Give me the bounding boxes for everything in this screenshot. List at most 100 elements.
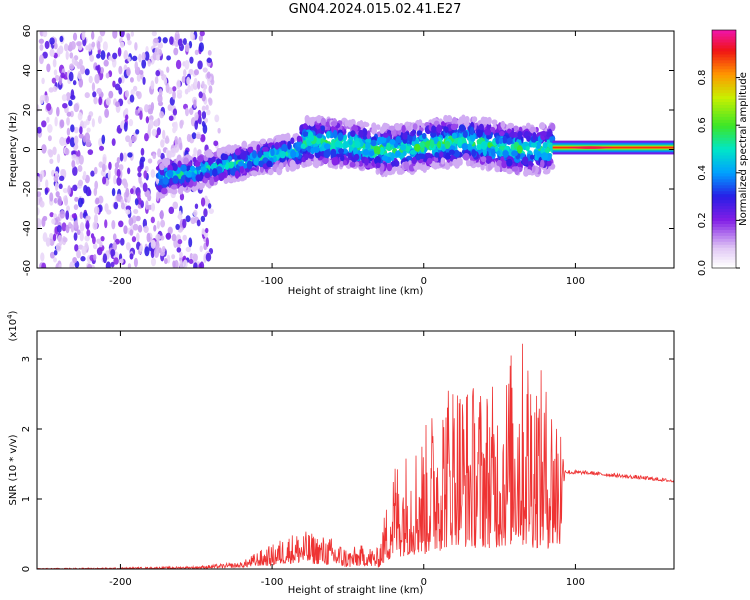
colorbar-swatch — [712, 143, 736, 147]
spectrogram-cell — [187, 84, 191, 93]
spectrogram-cell — [179, 251, 183, 258]
spectrogram-cell — [99, 67, 105, 74]
colorbar-tick-label: 0.4 — [697, 165, 708, 181]
spectrogram-cell — [73, 232, 78, 241]
spectrogram-cell — [112, 80, 116, 88]
spectrogram-cell — [183, 157, 189, 165]
spectrogram-cell — [59, 119, 65, 129]
spectrogram-cell — [350, 130, 356, 137]
spectrogram-cell — [193, 69, 199, 76]
spectrogram-cell — [62, 237, 68, 243]
colorbar-swatch — [712, 199, 736, 204]
spectrogram-cell — [134, 109, 139, 116]
spectrogram-cell — [141, 52, 146, 61]
spectrogram-cell — [207, 50, 212, 56]
colorbar-swatch — [712, 80, 736, 85]
spectrogram-cell — [144, 246, 150, 257]
spectrogram-cell — [343, 141, 349, 149]
colorbar-swatch — [712, 202, 736, 207]
spectrogram-cell — [49, 48, 55, 57]
spectrogram-cell — [266, 160, 273, 168]
spectrogram-cell — [386, 163, 393, 172]
colorbar-swatch — [712, 214, 736, 219]
spectrogram-cell — [150, 248, 155, 259]
spectrogram-cell — [61, 222, 67, 232]
spectrogram-cell — [541, 152, 549, 161]
spectrogram-cell — [221, 147, 227, 153]
spectrogram-cell — [96, 87, 102, 95]
spectrogram-cell — [41, 77, 45, 85]
spectrogram-cell — [118, 220, 124, 228]
spectrogram-cell — [402, 131, 408, 140]
spectrogram-cell — [150, 216, 155, 224]
spectrogram-cell — [403, 161, 410, 170]
spectrogram-cell — [82, 170, 87, 180]
colorbar-swatch — [712, 122, 736, 126]
spectrogram-cell — [195, 174, 203, 182]
spectrogram-cell — [157, 42, 164, 49]
spectrogram-cell — [116, 176, 122, 186]
spectrogram-cell — [37, 207, 40, 216]
spectrogram-cell — [289, 159, 296, 169]
spectrogram-cell — [197, 149, 202, 156]
colorbar-swatch — [712, 98, 736, 102]
spectrogram-cell — [40, 252, 45, 262]
spectrogram-cell — [193, 99, 197, 109]
spectrogram-cell — [125, 209, 131, 215]
spectrogram-cell — [302, 123, 308, 129]
spectrogram-cell — [172, 86, 177, 92]
spectrogram-cell — [165, 233, 171, 239]
colorbar-swatch — [712, 190, 736, 195]
spectrogram-cell — [250, 170, 258, 176]
spectrogram-cell — [57, 195, 62, 206]
spectrogram-cell — [241, 140, 248, 150]
spectrogram-cell — [37, 104, 40, 112]
spectrogram-cell — [206, 71, 211, 79]
spectrogram-cell — [71, 213, 77, 219]
spectrogram-cell — [120, 237, 125, 246]
spectrogram-cell — [437, 140, 442, 149]
y-multiplier-close: ) — [8, 310, 19, 314]
spectrogram-cell — [154, 119, 159, 127]
spectrogram-cell — [79, 222, 85, 232]
colorbar-tick-label: 0.2 — [697, 212, 708, 228]
spectrogram-cell — [127, 263, 132, 268]
spectrogram-cell — [320, 117, 327, 126]
colorbar-swatch — [712, 53, 736, 58]
spectrogram-cell — [72, 80, 77, 86]
spectrogram-cell — [53, 197, 58, 204]
spectrogram-cell — [191, 132, 197, 140]
x-tick-label: -100 — [261, 276, 284, 287]
spectrogram-cell — [451, 117, 458, 126]
spectrogram-cell — [208, 151, 213, 158]
spectrogram-cell — [168, 206, 175, 215]
spectrogram-cell — [113, 201, 119, 210]
colorbar-swatch — [712, 32, 736, 37]
spectrogram-cell — [166, 55, 171, 61]
spectrogram-cell — [145, 116, 150, 124]
spectrogram-cell — [123, 121, 128, 132]
colorbar: 0.0 0.2 0.4 0.6 0.8 Normalized spectral ampli… — [697, 29, 749, 276]
spectrogram-cell — [116, 157, 121, 164]
spectrogram-cell — [529, 126, 537, 134]
spectrogram-cell — [444, 140, 451, 150]
spectrogram-cell — [421, 132, 427, 139]
spectrogram-cell — [405, 145, 411, 152]
spectrogram-cell — [118, 65, 123, 75]
spectrogram-cell — [107, 169, 112, 180]
spectrogram-cell — [411, 156, 418, 164]
spectrogram-cell — [148, 115, 154, 122]
spectrogram-cell — [45, 179, 49, 189]
spectrogram-cell — [60, 168, 65, 178]
spectrogram-cell — [323, 149, 331, 159]
spectrogram-cell — [262, 146, 269, 152]
spectrogram-cell — [182, 218, 187, 229]
spectrogram-cell — [159, 168, 165, 176]
spectrogram-cell — [496, 150, 501, 156]
spectrogram-cell — [375, 162, 381, 169]
y-tick-label: 1 — [21, 496, 32, 502]
y-tick-label: 2 — [21, 426, 32, 432]
spectrogram-cell — [354, 140, 361, 149]
spectrogram-cell — [162, 129, 166, 140]
spectrogram-cell — [70, 40, 76, 50]
